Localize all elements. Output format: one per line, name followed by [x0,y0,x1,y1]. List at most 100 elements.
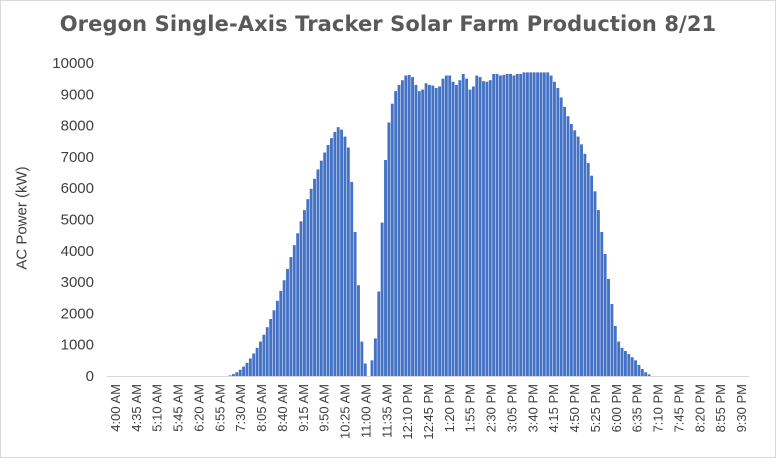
bar [411,77,414,376]
bar [539,72,543,376]
x-tick-label: 6:55 AM [212,384,227,432]
bar [333,131,337,376]
bar [519,73,523,376]
bar [302,210,306,376]
bar [248,358,252,376]
x-tick-label: 7:10 PM [651,384,666,432]
bar [286,268,289,376]
x-tick-label: 8:40 AM [275,384,290,432]
bar [259,341,262,376]
x-tick-label: 9:15 AM [296,384,311,432]
bar [532,72,536,376]
y-tick-label: 5000 [61,212,94,229]
bar [279,290,283,376]
bar [502,74,506,376]
bar [458,80,462,376]
bar [640,369,644,376]
bar [566,116,570,377]
bar [471,86,475,376]
bar [498,75,502,377]
bars-group [228,72,651,377]
bar [330,138,333,376]
bar [282,280,286,376]
bar [617,341,621,376]
x-tick-label: 6:00 PM [609,384,624,432]
bar [238,369,242,376]
bar [313,178,316,376]
bar [407,74,411,376]
bar [350,181,354,376]
bar [610,304,614,376]
x-tick-label: 4:50 PM [567,384,582,432]
bar [262,334,266,376]
bar [289,257,293,376]
bar [468,89,472,376]
y-tick-label: 7000 [61,149,94,166]
bar [495,73,499,376]
y-tick-label: 4000 [61,243,94,260]
bar [563,106,567,376]
bar [441,78,445,377]
bar [292,245,296,376]
bar [380,222,384,376]
bar [336,127,340,376]
bar [529,72,533,376]
x-tick-label: 6:20 AM [192,384,207,432]
bar [235,372,239,376]
x-tick-label: 3:40 PM [525,384,540,432]
y-tick-label: 9000 [61,86,94,103]
bar [421,89,425,376]
bar [417,91,421,377]
x-tick-label: 4:00 AM [108,384,123,432]
bar [272,310,276,376]
bar [390,103,394,376]
x-tick-label: 8:05 AM [254,384,269,432]
bar [296,233,300,376]
bar [431,85,435,376]
bar [397,84,401,376]
bar [637,365,641,376]
bar [583,153,587,376]
bar [580,144,583,376]
x-tick-label: 4:15 PM [546,384,561,432]
bar [319,160,323,376]
bar [482,81,485,377]
x-tick-label: 12:10 PM [400,384,415,440]
bar [515,73,519,376]
bar [634,360,637,376]
bar [340,129,344,376]
bar [316,169,320,376]
bar [569,124,573,376]
bar [536,72,540,376]
x-tick-label: 12:45 PM [421,384,436,440]
bar [363,363,367,376]
bar [623,350,627,376]
bar [553,81,556,376]
bar [512,75,516,377]
bar [590,175,594,376]
bar [613,325,617,376]
bar [353,232,357,376]
bar [414,84,418,376]
x-tick-label: 5:25 PM [588,384,603,432]
bar [509,73,512,376]
bar [373,338,377,376]
bar [465,78,469,377]
bar [346,147,350,376]
bar [522,72,526,376]
x-tick-label: 9:30 PM [734,384,749,432]
bar [492,73,496,376]
bar [525,72,529,376]
bar [478,77,482,376]
bar [275,300,279,376]
bar [400,80,404,376]
bar [488,80,492,376]
y-tick-label: 6000 [61,180,94,197]
x-tick-label: 5:45 AM [171,384,186,432]
bar [627,354,631,376]
bar [620,347,624,376]
bar [600,232,604,376]
x-tick-label: 11:00 AM [358,384,373,438]
x-tick-label: 4:35 AM [129,384,144,432]
